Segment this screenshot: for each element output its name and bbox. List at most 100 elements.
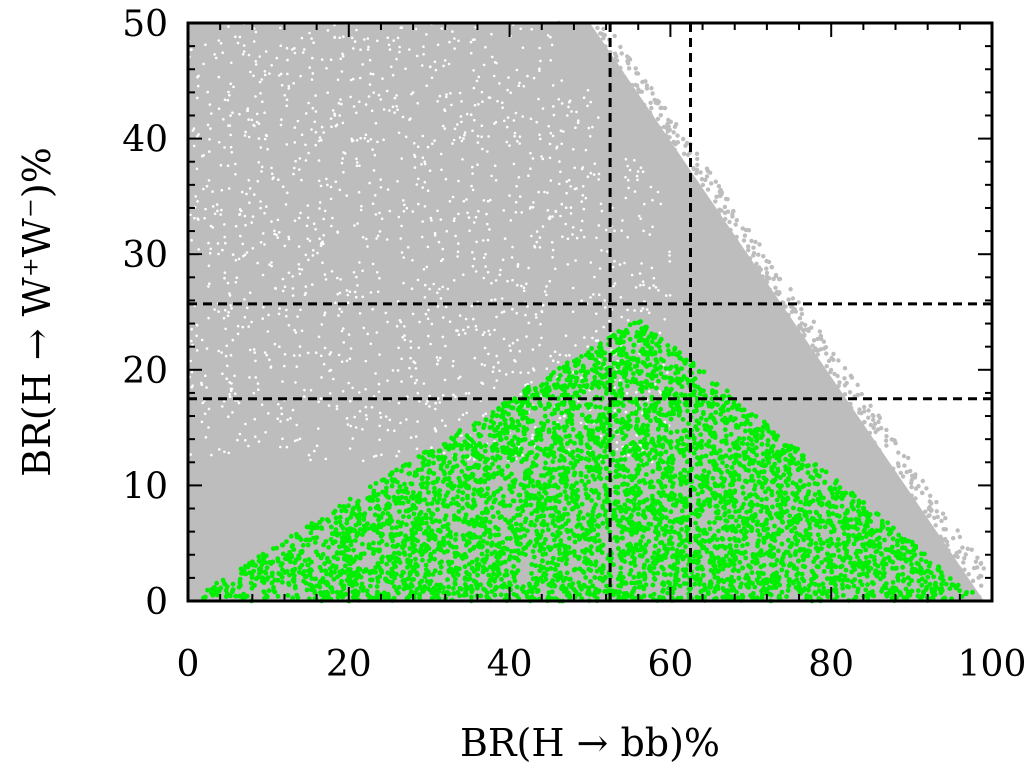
grey-point bbox=[865, 465, 870, 470]
grey-gap bbox=[487, 135, 490, 138]
grey-gap bbox=[423, 180, 427, 184]
green-point bbox=[333, 520, 339, 526]
grey-point bbox=[733, 222, 738, 227]
grey-gap bbox=[371, 308, 375, 311]
grey-gap bbox=[311, 56, 314, 60]
grey-gap bbox=[638, 272, 642, 275]
grey-point bbox=[923, 509, 928, 514]
grey-gap bbox=[483, 346, 487, 350]
grey-gap bbox=[417, 346, 421, 350]
grey-gap bbox=[301, 51, 305, 54]
green-point bbox=[593, 559, 599, 565]
green-point bbox=[381, 590, 387, 596]
grey-gap bbox=[517, 84, 521, 87]
green-point bbox=[670, 546, 675, 551]
grey-point bbox=[695, 156, 700, 162]
grey-gap bbox=[322, 362, 326, 366]
grey-gap bbox=[516, 263, 520, 266]
grey-gap bbox=[379, 416, 383, 419]
grey-gap bbox=[444, 424, 447, 428]
grey-gap bbox=[254, 63, 258, 66]
grey-gap bbox=[324, 457, 328, 461]
grey-gap bbox=[343, 152, 347, 155]
grey-gap bbox=[190, 238, 193, 242]
grey-point bbox=[563, 27, 568, 32]
grey-gap bbox=[363, 137, 367, 140]
grey-point bbox=[577, 28, 583, 33]
grey-point bbox=[743, 259, 749, 264]
grey-point bbox=[764, 258, 769, 264]
green-point bbox=[703, 417, 709, 423]
grey-point bbox=[796, 300, 801, 305]
grey-gap bbox=[203, 399, 206, 403]
grey-gap bbox=[564, 354, 568, 357]
grey-gap bbox=[369, 138, 373, 141]
grey-gap bbox=[619, 296, 623, 299]
grey-gap bbox=[228, 294, 232, 297]
grey-point bbox=[903, 503, 908, 509]
green-point bbox=[693, 424, 698, 430]
grey-point bbox=[861, 420, 867, 425]
green-point bbox=[638, 439, 643, 445]
grey-point bbox=[981, 566, 986, 571]
grey-gap bbox=[330, 270, 334, 273]
grey-gap bbox=[241, 242, 245, 246]
grey-gap bbox=[570, 110, 573, 113]
grey-gap bbox=[502, 337, 506, 341]
grey-gap bbox=[271, 177, 275, 181]
grey-gap bbox=[294, 381, 297, 384]
green-point bbox=[736, 568, 741, 574]
green-point bbox=[394, 467, 399, 473]
green-point bbox=[821, 569, 827, 574]
grey-gap bbox=[527, 371, 530, 375]
grey-gap bbox=[277, 178, 280, 181]
green-point bbox=[429, 501, 435, 506]
grey-point bbox=[661, 168, 666, 174]
grey-gap bbox=[434, 429, 438, 433]
grey-gap bbox=[500, 311, 504, 314]
grey-gap bbox=[525, 282, 528, 286]
grey-gap bbox=[332, 377, 335, 381]
green-point bbox=[681, 453, 687, 459]
grey-point bbox=[735, 240, 740, 245]
grey-gap bbox=[533, 246, 537, 249]
grey-point bbox=[913, 496, 918, 501]
grey-gap bbox=[317, 139, 321, 143]
green-point bbox=[791, 456, 796, 462]
grey-point bbox=[764, 270, 770, 276]
grey-gap bbox=[328, 392, 332, 395]
grey-gap bbox=[491, 55, 494, 59]
grey-gap bbox=[338, 307, 342, 311]
grey-point bbox=[627, 110, 633, 115]
grey-point bbox=[963, 552, 968, 557]
green-point bbox=[863, 587, 869, 593]
grey-gap bbox=[560, 142, 563, 146]
grey-gap bbox=[428, 394, 432, 398]
grey-gap bbox=[592, 293, 595, 296]
grey-gap bbox=[543, 190, 546, 194]
grey-point bbox=[597, 38, 603, 43]
grey-gap bbox=[323, 273, 327, 276]
grey-gap bbox=[219, 163, 223, 167]
grey-gap bbox=[208, 282, 211, 286]
grey-point bbox=[807, 355, 812, 360]
grey-gap bbox=[368, 58, 372, 62]
green-point bbox=[657, 594, 662, 600]
grey-gap bbox=[613, 282, 617, 285]
grey-point bbox=[974, 565, 980, 570]
green-point bbox=[639, 326, 645, 332]
grey-gap bbox=[548, 142, 552, 146]
green-point bbox=[668, 509, 674, 515]
grey-point bbox=[901, 453, 907, 459]
green-point bbox=[595, 532, 601, 538]
green-point bbox=[394, 525, 399, 530]
green-point bbox=[643, 410, 648, 415]
grey-point bbox=[676, 179, 681, 184]
grey-gap bbox=[528, 207, 532, 210]
green-point bbox=[384, 542, 390, 548]
green-point bbox=[692, 388, 697, 394]
grey-gap bbox=[411, 210, 415, 213]
grey-point bbox=[958, 567, 963, 573]
grey-gap bbox=[432, 282, 436, 286]
grey-gap bbox=[428, 405, 431, 408]
